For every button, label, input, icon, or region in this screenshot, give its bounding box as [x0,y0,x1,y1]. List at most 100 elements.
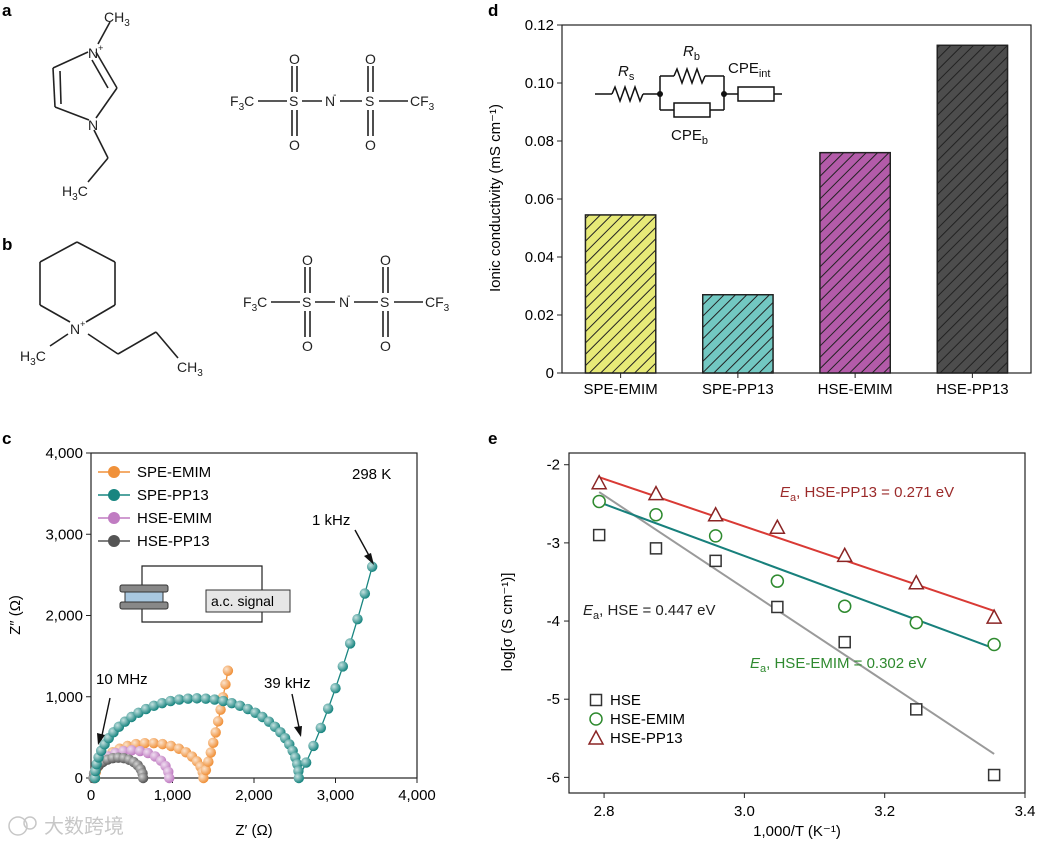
fit-line-hse-emim [598,501,995,650]
data-point-shine [137,772,149,784]
legend-marker-hse-pp13 [108,535,120,547]
electrode-bottom [119,601,169,610]
x-tick-label-c: 2,000 [235,787,273,804]
y-tick-label-d: 0.08 [525,133,554,150]
x-tick-label-d: HSE-EMIM [818,381,893,398]
legend-label-hse-emim: HSE-EMIM [137,510,212,527]
y-tick-label-d: 0.10 [525,75,554,92]
s-atom: S [380,294,389,310]
data-point-shine [315,722,327,734]
rs-label: Rs [618,63,635,83]
y-tick-label-e: -6 [547,769,560,786]
legend-label-hse-emim: HSE-EMIM [610,711,685,728]
data-point-hse-emim [708,529,723,543]
data-point-shine [198,772,209,784]
data-point-shine [218,695,229,707]
svg-text:CH3: CH3 [104,9,130,29]
y-tick-label-e: -4 [547,613,560,630]
data-point-shine [234,700,246,712]
cpe-b-label: CPEb [671,127,708,147]
electrolyte-layer [124,591,164,603]
panel-label-a: a [2,1,12,20]
electrode-top [119,584,169,593]
structure-b-labels: N+ H3C CH3 F3C S O O N- S O O CF3 [20,252,450,379]
panel-label-b: b [2,235,12,254]
data-point-hse-pp13 [836,546,853,563]
cpe-int-label: CPEint [728,60,770,80]
ethyl-label: H3C [62,183,88,203]
data-point-hse [910,703,923,716]
n-plus-atom: N+ [88,43,103,61]
y-axis-label-c: Z″ (Ω) [7,595,24,635]
data-point-hse [771,600,784,614]
x-tick-label-c: 1,000 [154,787,192,804]
ac-signal-box [205,589,291,613]
legend-marker-spe-pp13 [108,489,120,501]
data-point-shine [293,772,305,784]
data-point-shine [165,695,176,707]
cpe-int-element [737,86,775,102]
y-tick-label-c: 4,000 [45,445,83,462]
data-point-hse-emim [770,574,785,588]
legend-marker-hse-emim [589,712,603,726]
n-plus-atom: N+ [70,319,85,337]
data-point-hse-pp13 [590,474,608,490]
data-point-shine [337,661,349,672]
data-point-shine [210,727,221,738]
data-point-shine [182,693,194,704]
legend-label-hse: HSE [610,692,641,709]
legend-marker-hse-emim [108,512,120,524]
s-atom: S [302,294,311,310]
circuit-labels: Rs Rb CPEint CPEb [618,43,770,147]
o-atom: O [289,137,300,153]
o-atom: O [365,51,376,67]
legend-marker-hse-pp13 [587,729,605,745]
x-axis-label-c: Z′ (Ω) [235,822,272,839]
x-tick-label-d: SPE-PP13 [702,381,774,398]
y-axis-label-e: log[σ (S cm⁻¹)] [499,573,516,672]
data-point-shine [156,697,168,709]
legend-label-hse-pp13: HSE-PP13 [137,533,210,550]
data-point-shine [344,638,356,649]
bar-hatch-spe-pp13 [702,294,774,374]
bar-hatch-hse-pp13 [936,44,1009,374]
data-point-shine [164,772,175,784]
structure-a-labels: CH3 N+ N H3C F3C S O O N- S O O CF3 [62,9,435,203]
annotation-10mhz: 10 MHz [96,671,148,688]
resistor-rs [611,84,644,104]
panel-label-e: e [488,429,497,448]
data-point-shine [139,737,150,749]
data-point-hse [987,768,1001,782]
data-point-shine [308,740,319,752]
data-point-shine [200,764,212,776]
fit-line-hse [598,491,995,755]
data-point-shine [322,703,334,714]
nyquist-chart: 0 1,000 2,000 3,000 4,000 0 1,000 2,000 3,000 4,0… [7,445,436,839]
y-tick-label-c: 0 [75,770,83,787]
data-point-shine [191,693,203,704]
bar-hatch-spe-emim [584,214,657,374]
temperature-label: 298 K [352,466,391,483]
panel-label-d: d [488,1,498,20]
legend-c: SPE-EMIM SPE-PP13 HSE-EMIM HSE-PP13 [98,464,212,550]
data-point-hse [592,528,606,542]
legend-marker-spe-emim [108,466,120,478]
panel-label-c: c [2,429,11,448]
n-atom: N [88,117,98,133]
fit-line-hse-pp13 [598,476,995,612]
data-point-shine [215,704,226,715]
y-tick-label-d: 0.04 [525,249,554,266]
y-tick-label-e: -5 [547,691,560,708]
y-tick-label-c: 3,000 [45,526,83,543]
data-point-shine [366,561,378,572]
data-point-hse-emim [592,494,606,509]
structure-b [39,241,423,359]
watermark-text: 大数跨境 [44,815,124,838]
data-point-shine [148,700,160,712]
data-point-hse-emim [649,507,663,522]
data-point-shine [209,694,220,705]
legend-label-spe-emim: SPE-EMIM [137,464,211,481]
data-point-hse-pp13 [647,485,665,501]
y-tick-label-d: 0.02 [525,307,554,324]
